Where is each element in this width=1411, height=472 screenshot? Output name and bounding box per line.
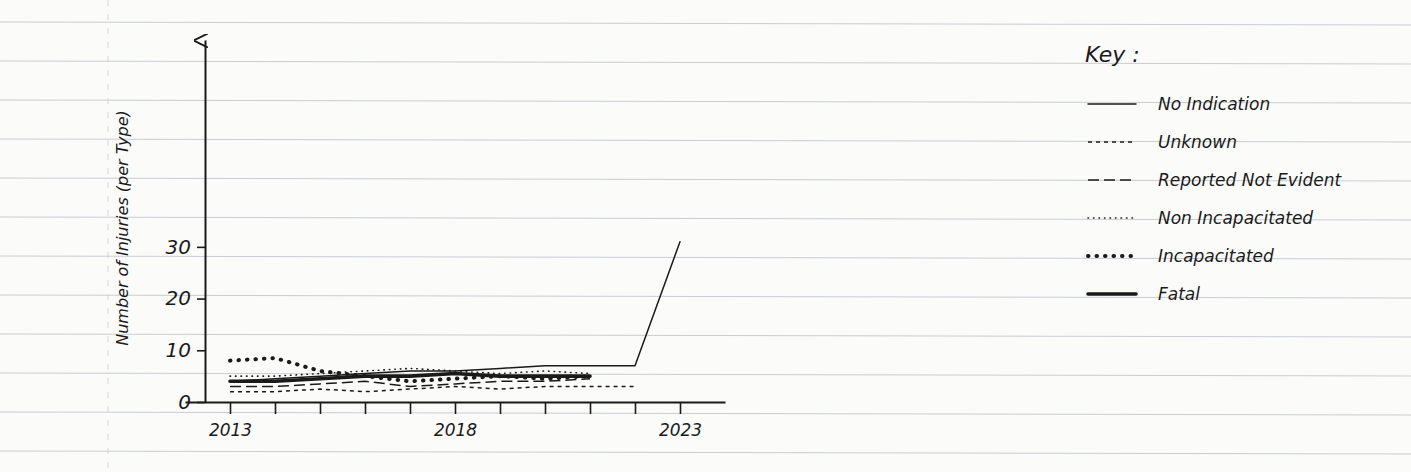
legend-item: Non Incapacitated [1088, 208, 1313, 228]
y-tick: 10 [166, 338, 205, 362]
y-tick-mark [197, 350, 205, 352]
x-tick-mark [500, 402, 502, 414]
x-tick-mark [545, 402, 547, 414]
legend-item: Reported Not Evident [1088, 170, 1343, 190]
x-tick-mark [365, 402, 367, 414]
x-tick [365, 402, 366, 414]
legend-swatch [1088, 217, 1136, 219]
x-tick-mark [590, 402, 592, 414]
x-tick [590, 402, 591, 414]
x-tick-mark [455, 402, 457, 414]
legend-label: Reported Not Evident [1158, 170, 1343, 190]
x-axis: 2013 2018 2023 [186, 402, 726, 440]
x-tick-label: 2013 [209, 420, 252, 440]
legend-swatch [1088, 179, 1136, 181]
x-tick: 2023 [659, 402, 702, 440]
x-tick-mark [635, 402, 637, 414]
legend-title: Key : [1085, 42, 1140, 67]
x-tick: 2013 [209, 402, 252, 440]
series-line [230, 358, 590, 381]
y-axis: 0 10 20 30 [166, 41, 206, 414]
x-tick-label: 2023 [659, 420, 702, 440]
paper-line [0, 412, 1411, 415]
x-tick-mark [320, 402, 322, 414]
y-tick: 30 [166, 235, 205, 259]
legend-item: Fatal [1088, 284, 1200, 304]
legend-swatch [1088, 103, 1136, 105]
y-tick-label: 10 [166, 338, 191, 362]
y-tick-mark [197, 247, 205, 249]
legend-label: No Indication [1158, 94, 1270, 114]
paper-line [0, 61, 1411, 64]
legend: Key : No Indication Unknown Reported Not Ev… [1085, 42, 1343, 304]
y-tick-label: 0 [178, 390, 191, 414]
legend-item: Unknown [1088, 132, 1237, 152]
paper-line [0, 334, 1411, 337]
paper-line [0, 373, 1411, 376]
legend-swatch [1088, 141, 1136, 143]
x-tick: 2018 [434, 402, 477, 440]
x-tick [410, 402, 411, 414]
y-tick-label: 30 [166, 235, 191, 259]
x-tick [275, 402, 276, 414]
y-tick-mark [197, 298, 205, 300]
y-axis-title: Number of Injuries (per Type) [113, 110, 132, 346]
paper-line [0, 22, 1411, 25]
legend-swatch [1088, 292, 1136, 296]
series-line [230, 386, 635, 391]
margin-line [108, 0, 109, 472]
x-tick [500, 402, 501, 414]
x-tick-mark [680, 402, 682, 414]
legend-label: Non Incapacitated [1158, 208, 1313, 228]
x-tick-mark [275, 402, 277, 414]
x-tick [545, 402, 546, 414]
x-tick-label: 2018 [434, 420, 477, 440]
paper-line [0, 451, 1411, 454]
legend-swatch [1088, 254, 1136, 258]
x-tick [635, 402, 636, 414]
plot-area [230, 242, 680, 392]
chart: 2013 2018 2023 0 10 20 30 Number of Injuries (p… [0, 0, 1411, 472]
legend-label: Unknown [1158, 132, 1237, 152]
legend-item: Incapacitated [1088, 246, 1274, 266]
y-tick-label: 20 [166, 286, 191, 310]
x-tick-mark [230, 402, 232, 414]
paper-lines [0, 0, 1411, 472]
series-line [230, 242, 680, 382]
y-tick: 20 [166, 286, 205, 310]
series-line [230, 374, 590, 382]
y-tick-mark [197, 402, 205, 404]
x-tick [320, 402, 321, 414]
paper [0, 0, 1411, 472]
legend-item: No Indication [1088, 94, 1270, 114]
x-tick-mark [410, 402, 412, 414]
legend-label: Fatal [1158, 284, 1200, 304]
y-tick: 0 [178, 390, 205, 414]
legend-label: Incapacitated [1158, 246, 1274, 266]
y-axis-line [205, 41, 207, 403]
